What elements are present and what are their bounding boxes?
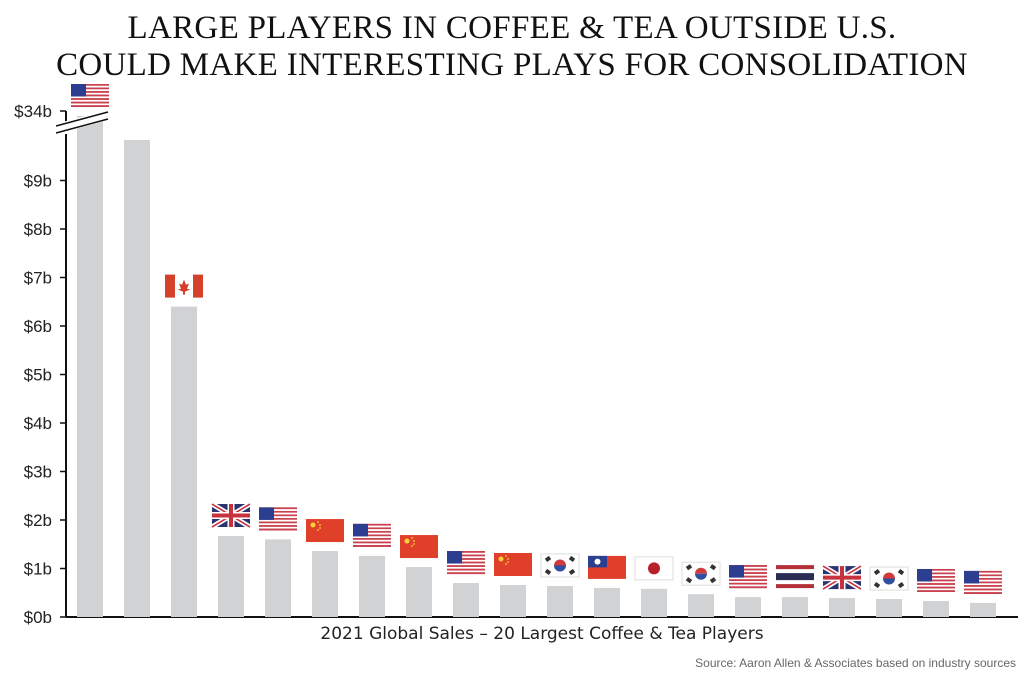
y-tick-label: $9b xyxy=(24,172,52,191)
bar xyxy=(547,585,573,617)
y-tick-label: $8b xyxy=(24,220,52,239)
flag-cn-icon xyxy=(306,519,344,543)
flag-kr-icon xyxy=(540,553,580,578)
flag-tw-icon xyxy=(588,555,626,579)
bar xyxy=(312,551,338,617)
bar xyxy=(406,567,432,617)
bar xyxy=(265,539,291,617)
flag-us-icon xyxy=(71,84,109,107)
flag-us-icon xyxy=(259,507,297,531)
y-tick-label: $4b xyxy=(24,414,52,433)
bar xyxy=(594,587,620,617)
x-axis-label: 2021 Global Sales – 20 Largest Coffee & … xyxy=(320,624,764,644)
flag-us-icon xyxy=(729,565,767,589)
flag-uk-icon xyxy=(210,501,252,530)
y-tick-label: $1b xyxy=(24,560,52,579)
bar xyxy=(171,306,197,617)
flag-kr-icon xyxy=(869,566,909,591)
bar xyxy=(829,598,855,617)
flag-us-icon xyxy=(447,551,485,575)
y-tick-label: $3b xyxy=(24,463,52,482)
y-tick-label: $5b xyxy=(24,366,52,385)
flag-cn-icon xyxy=(400,535,438,559)
bar xyxy=(359,555,385,617)
y-tick-label: $2b xyxy=(24,511,52,530)
y-tick-label: $34b xyxy=(14,102,52,121)
bar xyxy=(735,597,761,617)
flag-cn-icon xyxy=(494,552,532,576)
bar xyxy=(124,140,150,617)
chart-title: LARGE PLAYERS IN COFFEE & TEA OUTSIDE U.… xyxy=(127,10,897,46)
bar xyxy=(218,536,244,617)
bar xyxy=(876,599,902,617)
source-note: Source: Aaron Allen & Associates based o… xyxy=(695,656,1016,670)
bar xyxy=(782,597,808,617)
bar xyxy=(77,116,103,617)
bar xyxy=(923,600,949,617)
bar xyxy=(641,588,667,617)
flag-us-icon xyxy=(353,523,391,547)
flag-ca-icon xyxy=(165,274,203,298)
y-tick-label: $6b xyxy=(24,317,52,336)
chart-subtitle: COULD MAKE INTERESTING PLAYS FOR CONSOLI… xyxy=(56,47,968,83)
flag-th-icon xyxy=(776,565,814,589)
flag-jp-icon xyxy=(634,556,674,581)
flag-us-icon xyxy=(964,570,1002,594)
bar xyxy=(970,602,996,617)
axis-break-line xyxy=(55,111,109,127)
y-tick-label: $0b xyxy=(24,608,52,627)
flag-us-icon xyxy=(917,568,955,592)
y-tick-label: $7b xyxy=(24,269,52,288)
flag-kr-icon xyxy=(681,561,721,586)
axis-break-line xyxy=(55,118,109,134)
flag-uk-icon xyxy=(821,563,863,592)
bar xyxy=(688,594,714,617)
bar xyxy=(453,583,479,617)
bar xyxy=(500,584,526,617)
